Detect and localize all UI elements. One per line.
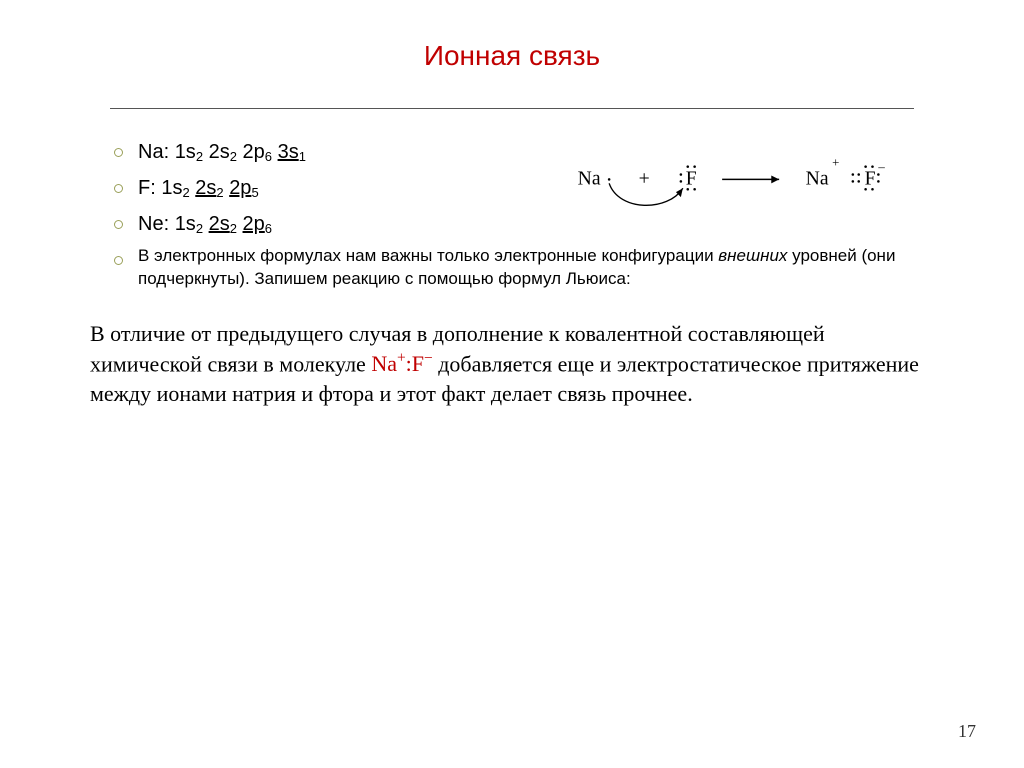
content-area: Na: 1s2 2s2 2p6 3s1 F: 1s2 2s2 2p5 Ne: 1… <box>110 137 914 291</box>
eq-f: F <box>686 167 697 189</box>
eq-charge-plus: + <box>832 156 839 170</box>
na-lone-dot <box>608 178 611 181</box>
eq-na: Na <box>578 167 601 189</box>
eq-plus: + <box>639 167 650 189</box>
slide-title: Ионная связь <box>0 0 1024 72</box>
equation-svg: Na + F <box>560 145 914 224</box>
page-number: 17 <box>958 721 976 742</box>
note-list: В электронных формулах нам важны только … <box>110 245 914 291</box>
explanation-paragraph: В отличие от предыдущего случая в дополн… <box>90 319 934 409</box>
divider <box>110 108 914 109</box>
config-list: Na: 1s2 2s2 2p6 3s1 F: 1s2 2s2 2p5 Ne: 1… <box>110 137 560 239</box>
list-item-f: F: 1s2 2s2 2p5 <box>110 173 560 203</box>
lewis-equation: Na + F <box>560 137 914 230</box>
list-item-ne: Ne: 1s2 2s2 2p6 <box>110 209 560 239</box>
list-item-na: Na: 1s2 2s2 2p6 3s1 <box>110 137 560 167</box>
list-item-note: В электронных формулах нам важны только … <box>110 245 914 291</box>
eq-charge-minus: _ <box>878 156 886 170</box>
eq-f2: F <box>865 167 876 189</box>
eq-na2: Na <box>806 167 829 189</box>
